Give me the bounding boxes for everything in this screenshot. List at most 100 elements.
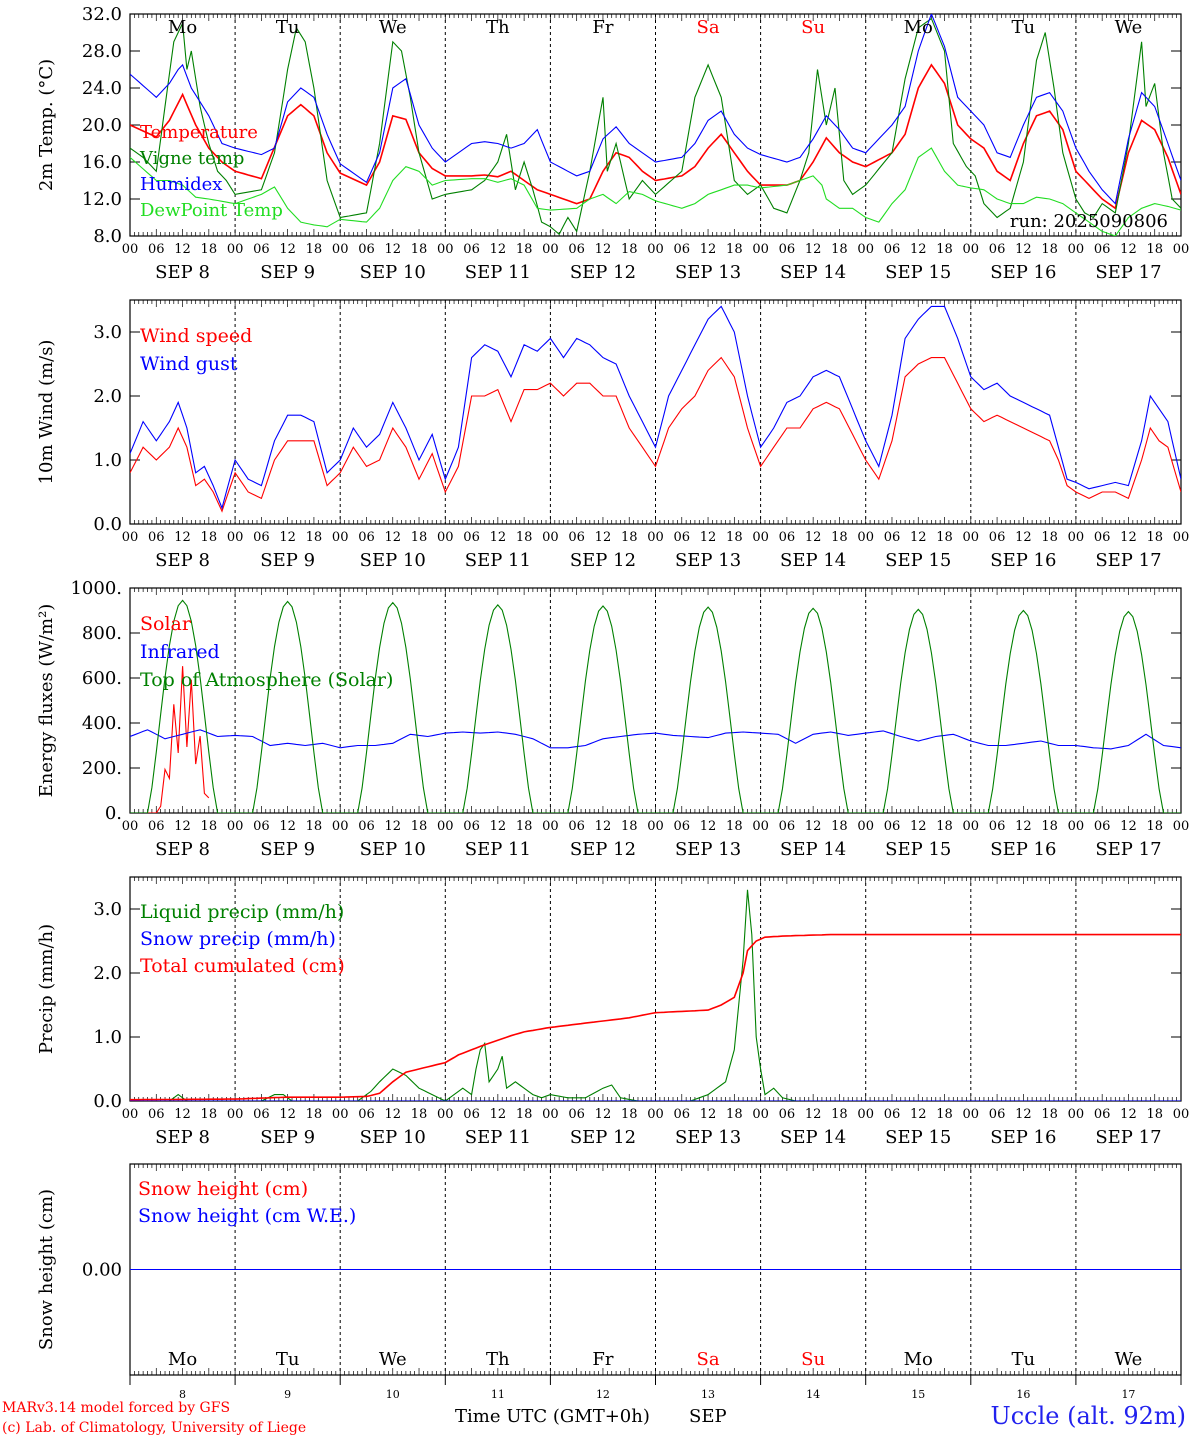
date-label: SEP 8 [155, 550, 210, 571]
hour-label: 00 [752, 1107, 769, 1122]
hour-label: 00 [1173, 530, 1190, 545]
hour-label: 18 [306, 1107, 323, 1122]
y-axis-label: 10m Wind (m/s) [36, 340, 57, 485]
hour-label: 12 [595, 1107, 612, 1122]
date-label: SEP 15 [885, 262, 951, 283]
date-label: SEP 12 [570, 1127, 636, 1148]
hour-label: 12 [174, 1107, 191, 1122]
date-label: SEP 13 [675, 1127, 741, 1148]
date-label: SEP 14 [780, 550, 846, 571]
weekday-label: Mo [904, 17, 933, 38]
hour-label: 12 [490, 530, 507, 545]
hour-label: 12 [1120, 242, 1137, 257]
date-label: SEP 15 [885, 1127, 951, 1148]
hour-label: 12 [700, 819, 717, 834]
date-label: SEP 10 [360, 550, 426, 571]
hour-label: 06 [989, 530, 1006, 545]
hour-label: 12 [384, 530, 401, 545]
hour-label: 18 [411, 530, 428, 545]
date-label: SEP 13 [675, 262, 741, 283]
hour-label: 00 [752, 530, 769, 545]
x-axis-title: Time UTC (GMT+0h) [455, 1406, 650, 1427]
hour-label: 06 [568, 530, 585, 545]
hour-label: 00 [857, 242, 874, 257]
date-label: SEP 10 [360, 262, 426, 283]
y-tick-label: 8.0 [93, 226, 122, 247]
y-tick-label: 400. [82, 713, 122, 734]
day-number-label: 11 [491, 1388, 505, 1401]
hour-label: 18 [201, 242, 218, 257]
weekday-label: Tu [276, 17, 300, 38]
hour-label: 18 [936, 530, 953, 545]
y-tick-label: 12.0 [82, 189, 122, 210]
hour-label: 18 [306, 242, 323, 257]
date-label: SEP 9 [260, 550, 315, 571]
date-label: SEP 17 [1095, 550, 1161, 571]
legend-entry: Total cumulated (cm) [140, 955, 345, 977]
hour-label: 12 [805, 1107, 822, 1122]
y-tick-label: 1.0 [93, 1027, 122, 1048]
weekday-label: Su [801, 1349, 825, 1370]
date-label: SEP 9 [260, 1127, 315, 1148]
weekday-label: Sa [697, 17, 720, 38]
hour-label: 06 [1094, 819, 1111, 834]
hour-label: 00 [542, 819, 559, 834]
weekday-label: We [1115, 1349, 1143, 1370]
hour-label: 18 [726, 1107, 743, 1122]
y-tick-label: 32.0 [82, 4, 122, 25]
hour-label: 00 [332, 819, 349, 834]
hour-label: 00 [963, 819, 980, 834]
series-wind-speed [130, 356, 1181, 513]
panel-2: 0.0 1.0 2.0 3.0 10m Wind (m/s) Wind speed Wind… [36, 299, 1190, 571]
hour-label: 18 [516, 530, 533, 545]
y-axis-label: Energy fluxes (W/m²) [36, 604, 57, 798]
hour-label: 06 [568, 1107, 585, 1122]
date-label: SEP 14 [780, 839, 846, 860]
hour-label: 06 [568, 819, 585, 834]
hour-label: 18 [1041, 530, 1058, 545]
date-label: SEP 8 [155, 1127, 210, 1148]
hour-label: 18 [726, 819, 743, 834]
hour-label: 06 [779, 242, 796, 257]
y-tick-label: 20.0 [82, 115, 122, 136]
hour-label: 06 [463, 819, 480, 834]
hour-label: 00 [963, 242, 980, 257]
hour-label: 00 [332, 530, 349, 545]
hour-label: 12 [1015, 242, 1032, 257]
weekday-label: Tu [1012, 17, 1036, 38]
hour-label: 00 [437, 242, 454, 257]
day-number-label: 10 [386, 1388, 400, 1401]
hour-label: 00 [647, 819, 664, 834]
date-label: SEP 13 [675, 839, 741, 860]
hour-label: 12 [910, 242, 927, 257]
hour-label: 06 [884, 819, 901, 834]
date-label: SEP 12 [570, 262, 636, 283]
weekday-label: Mo [168, 1349, 197, 1370]
legend-entry: Top of Atmosphere (Solar) [140, 669, 393, 691]
hour-label: 06 [253, 1107, 270, 1122]
hour-label: 18 [621, 819, 638, 834]
legend-entry: Solar [140, 613, 192, 635]
hour-label: 00 [963, 1107, 980, 1122]
hour-label: 06 [884, 1107, 901, 1122]
hour-label: 12 [910, 530, 927, 545]
date-label: SEP 8 [155, 262, 210, 283]
hour-label: 06 [253, 530, 270, 545]
hour-label: 00 [122, 530, 139, 545]
y-tick-label: 24.0 [82, 78, 122, 99]
weekday-label: We [379, 1349, 407, 1370]
y-tick-label: 3.0 [93, 899, 122, 920]
hour-label: 12 [910, 1107, 927, 1122]
hour-label: 00 [227, 530, 244, 545]
day-number-label: 14 [806, 1388, 820, 1401]
date-label: SEP 13 [675, 550, 741, 571]
legend-entry: Vigne temp [139, 148, 244, 169]
hour-label: 18 [1146, 819, 1163, 834]
panel-5: 0.00 Snow height (cm) Snow height (cm) Snow… [36, 1163, 1182, 1401]
y-tick-label: 0. [105, 803, 122, 824]
hour-label: 06 [358, 530, 375, 545]
y-axis-label: Snow height (cm) [36, 1189, 57, 1350]
hour-label: 12 [174, 242, 191, 257]
y-tick-label: 2.0 [93, 963, 122, 984]
